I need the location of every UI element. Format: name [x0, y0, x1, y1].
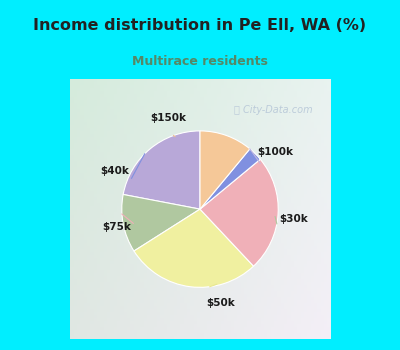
Text: Ⓢ City-Data.com: Ⓢ City-Data.com: [234, 105, 312, 115]
Text: $75k: $75k: [102, 222, 131, 232]
Wedge shape: [200, 159, 278, 266]
Wedge shape: [200, 149, 260, 209]
Wedge shape: [122, 195, 200, 251]
Wedge shape: [200, 131, 250, 209]
Wedge shape: [123, 131, 200, 209]
Text: $100k: $100k: [257, 147, 293, 157]
Text: $30k: $30k: [280, 214, 308, 224]
Text: Multirace residents: Multirace residents: [132, 55, 268, 68]
Text: Income distribution in Pe Ell, WA (%): Income distribution in Pe Ell, WA (%): [34, 18, 366, 33]
Text: $50k: $50k: [206, 298, 235, 308]
Text: $40k: $40k: [100, 166, 129, 176]
Wedge shape: [134, 209, 254, 287]
Text: $150k: $150k: [151, 113, 187, 124]
